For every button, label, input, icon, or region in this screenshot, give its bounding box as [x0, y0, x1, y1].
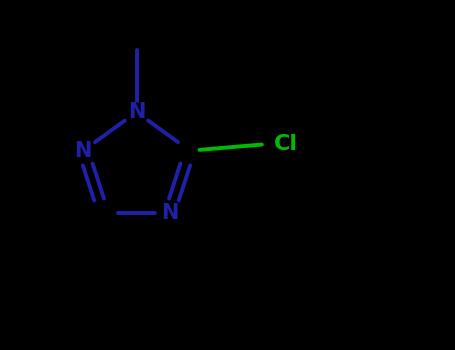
- Circle shape: [158, 204, 181, 222]
- Text: N: N: [128, 102, 145, 122]
- Text: Cl: Cl: [274, 134, 298, 154]
- Circle shape: [125, 103, 148, 121]
- Text: N: N: [161, 203, 178, 223]
- Circle shape: [72, 142, 95, 160]
- Text: N: N: [75, 141, 92, 161]
